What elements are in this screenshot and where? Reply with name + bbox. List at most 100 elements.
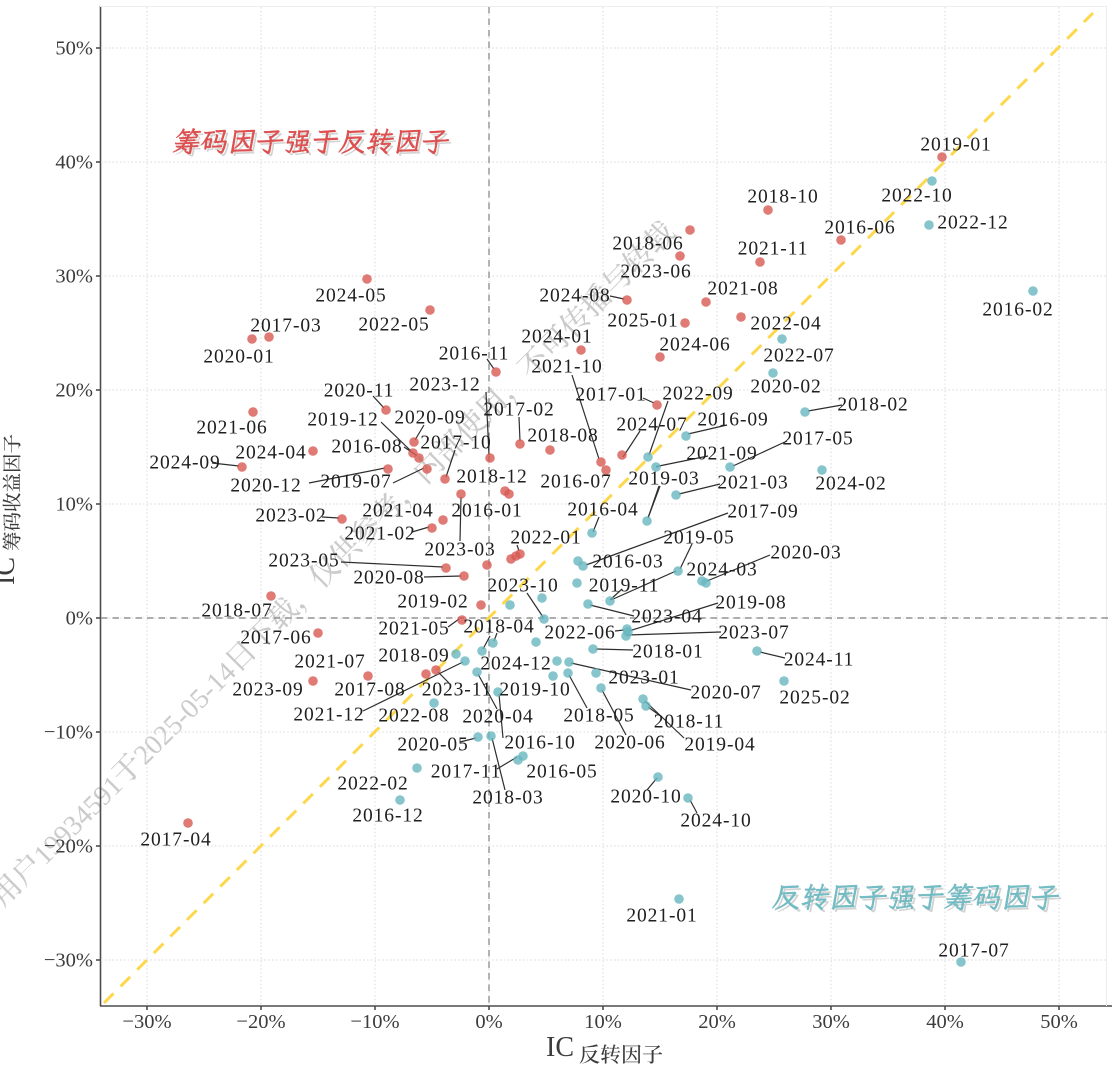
svg-text:2024-02: 2024-02: [815, 474, 886, 495]
svg-text:2022-01: 2022-01: [510, 528, 581, 549]
svg-text:2023-10: 2023-10: [487, 576, 558, 597]
svg-text:2023-04: 2023-04: [631, 607, 702, 628]
svg-text:IC: IC: [546, 1032, 574, 1063]
svg-text:2016-12: 2016-12: [352, 806, 423, 827]
svg-text:2022-12: 2022-12: [937, 213, 1008, 234]
svg-text:10%: 10%: [584, 1011, 622, 1033]
svg-text:0%: 0%: [475, 1011, 502, 1033]
svg-text:2021-07: 2021-07: [294, 652, 365, 673]
svg-text:2021-01: 2021-01: [626, 906, 697, 927]
svg-text:2017-11: 2017-11: [431, 762, 502, 783]
svg-text:2023-07: 2023-07: [718, 623, 789, 644]
svg-text:2019-08: 2019-08: [715, 593, 786, 614]
svg-text:2018-12: 2018-12: [456, 467, 527, 488]
svg-text:2021-12: 2021-12: [293, 705, 364, 726]
svg-text:2021-03: 2021-03: [717, 473, 788, 494]
svg-text:2017-01: 2017-01: [575, 385, 646, 406]
svg-text:2019-12: 2019-12: [307, 410, 378, 431]
svg-text:2016-07: 2016-07: [540, 472, 611, 493]
svg-text:2024-10: 2024-10: [680, 811, 751, 832]
svg-text:2018-02: 2018-02: [837, 395, 908, 416]
svg-text:2024-11: 2024-11: [784, 650, 855, 671]
svg-text:2023-03: 2023-03: [424, 540, 495, 561]
svg-text:IC: IC: [0, 557, 21, 585]
svg-text:2019-03: 2019-03: [628, 469, 699, 490]
svg-text:2021-05: 2021-05: [378, 619, 449, 640]
svg-text:2024-07: 2024-07: [616, 415, 687, 436]
svg-text:2016-04: 2016-04: [567, 500, 638, 521]
svg-text:2020-10: 2020-10: [610, 787, 681, 808]
svg-text:2017-04: 2017-04: [140, 830, 211, 851]
svg-text:2019-10: 2019-10: [499, 680, 570, 701]
svg-text:−30%: −30%: [122, 1011, 171, 1033]
svg-text:30%: 30%: [55, 266, 93, 288]
svg-text:20%: 20%: [698, 1011, 736, 1033]
svg-text:2022-10: 2022-10: [881, 186, 952, 207]
svg-text:50%: 50%: [55, 38, 93, 60]
svg-text:2016-08: 2016-08: [331, 437, 402, 458]
svg-text:2020-08: 2020-08: [353, 568, 424, 589]
svg-text:2020-07: 2020-07: [690, 683, 761, 704]
svg-text:2024-04: 2024-04: [235, 443, 306, 464]
svg-text:2023-01: 2023-01: [608, 668, 679, 689]
svg-text:30%: 30%: [812, 1011, 850, 1033]
svg-text:2021-09: 2021-09: [686, 444, 757, 465]
svg-text:2020-01: 2020-01: [203, 347, 274, 368]
svg-text:2019-07: 2019-07: [320, 472, 391, 493]
svg-text:2019-05: 2019-05: [663, 528, 734, 549]
svg-text:2018-10: 2018-10: [747, 187, 818, 208]
svg-text:2018-06: 2018-06: [612, 234, 683, 255]
svg-text:2016-09: 2016-09: [697, 410, 768, 431]
svg-text:2017-09: 2017-09: [727, 502, 798, 523]
svg-text:2021-11: 2021-11: [738, 239, 809, 260]
svg-text:2023-12: 2023-12: [409, 375, 480, 396]
svg-text:2022-05: 2022-05: [358, 315, 429, 336]
svg-text:−30%: −30%: [44, 950, 93, 972]
svg-text:2022-09: 2022-09: [662, 384, 733, 405]
svg-text:2021-04: 2021-04: [362, 501, 433, 522]
svg-text:2020-04: 2020-04: [462, 707, 533, 728]
svg-text:2017-03: 2017-03: [250, 316, 321, 337]
svg-text:2020-06: 2020-06: [594, 733, 665, 754]
svg-text:40%: 40%: [926, 1011, 964, 1033]
svg-text:2017-05: 2017-05: [782, 429, 853, 450]
svg-text:10%: 10%: [55, 494, 93, 516]
svg-text:2022-07: 2022-07: [763, 346, 834, 367]
svg-text:40%: 40%: [55, 152, 93, 174]
svg-text:2024-01: 2024-01: [521, 327, 592, 348]
svg-text:2022-02: 2022-02: [337, 774, 408, 795]
svg-text:−20%: −20%: [44, 836, 93, 858]
svg-text:2018-11: 2018-11: [654, 712, 725, 733]
svg-text:2016-05: 2016-05: [526, 762, 597, 783]
svg-text:2023-05: 2023-05: [268, 551, 339, 572]
svg-text:2016-06: 2016-06: [824, 218, 895, 239]
svg-text:2017-07: 2017-07: [938, 941, 1009, 962]
svg-text:50%: 50%: [1040, 1011, 1078, 1033]
svg-text:2021-06: 2021-06: [196, 418, 267, 439]
svg-text:2023-11: 2023-11: [422, 680, 493, 701]
svg-text:20%: 20%: [55, 380, 93, 402]
svg-text:2025-02: 2025-02: [779, 688, 850, 709]
svg-text:2018-09: 2018-09: [378, 646, 449, 667]
svg-text:−20%: −20%: [236, 1011, 285, 1033]
svg-text:2025-01: 2025-01: [607, 311, 678, 332]
svg-text:2017-08: 2017-08: [334, 680, 405, 701]
svg-text:2020-09: 2020-09: [394, 408, 465, 429]
svg-text:2022-06: 2022-06: [544, 623, 615, 644]
svg-text:2021-10: 2021-10: [531, 357, 602, 378]
svg-text:2022-04: 2022-04: [750, 314, 821, 335]
svg-text:2016-11: 2016-11: [439, 344, 510, 365]
svg-text:2023-09: 2023-09: [232, 680, 303, 701]
svg-text:2018-03: 2018-03: [472, 788, 543, 809]
svg-text:−10%: −10%: [350, 1011, 399, 1033]
svg-text:2016-10: 2016-10: [504, 733, 575, 754]
svg-text:2016-01: 2016-01: [451, 501, 522, 522]
svg-text:2024-08: 2024-08: [539, 286, 610, 307]
svg-text:2020-03: 2020-03: [770, 543, 841, 564]
svg-text:2024-05: 2024-05: [315, 286, 386, 307]
svg-text:2023-06: 2023-06: [620, 262, 691, 283]
svg-text:2020-12: 2020-12: [230, 476, 301, 497]
svg-text:2018-04: 2018-04: [463, 617, 534, 638]
svg-text:2016-02: 2016-02: [982, 300, 1053, 321]
svg-text:2022-08: 2022-08: [378, 706, 449, 727]
